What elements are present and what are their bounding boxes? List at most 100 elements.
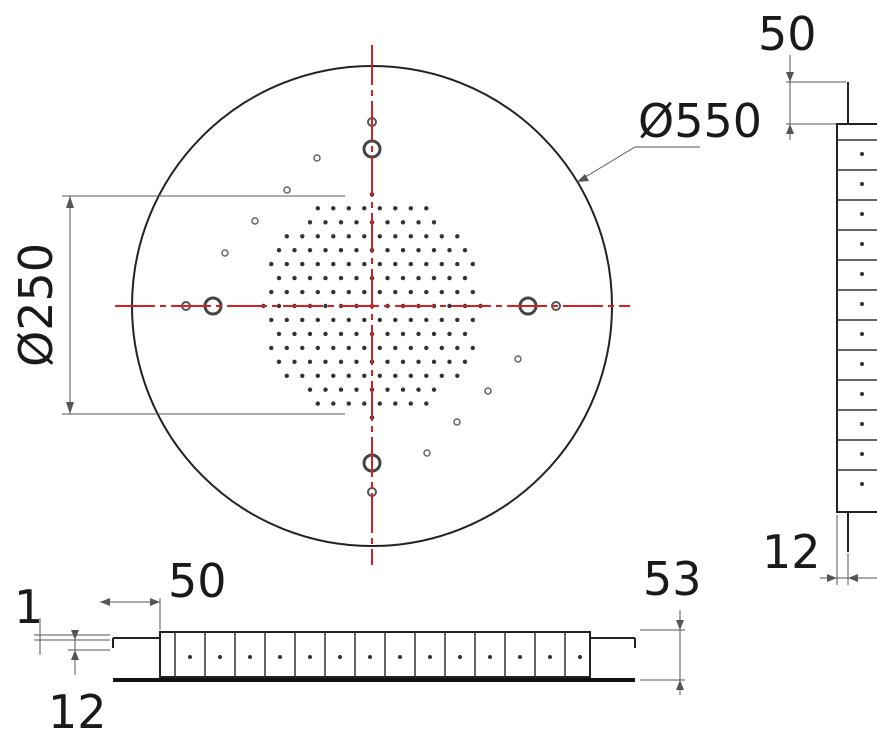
nozzle-dot	[269, 345, 274, 351]
nozzle-dot	[416, 275, 421, 281]
nozzle-dot	[439, 373, 444, 378]
nozzle-dot	[470, 345, 475, 351]
nozzle-dot	[431, 331, 437, 337]
nozzle-dot	[323, 275, 328, 281]
nozzle-dot	[284, 345, 289, 351]
nozzle-dot	[408, 289, 413, 295]
side-top-offset-label: 50	[758, 7, 817, 61]
bottom-left-offset-label: 50	[168, 554, 227, 608]
nozzle-dot	[331, 373, 336, 378]
side-segment-dot	[860, 302, 864, 306]
nozzle-dot	[354, 331, 359, 337]
nozzle-dot	[284, 317, 289, 323]
nozzle-dot	[307, 248, 313, 253]
nozzle-dot	[447, 359, 452, 364]
nozzle-dot	[346, 206, 351, 211]
side-segment-dot	[860, 182, 864, 186]
nozzle-dot	[362, 206, 367, 211]
nozzle-dot	[470, 317, 475, 323]
bottom-segment-dot	[458, 655, 462, 659]
nozzle-dot	[393, 317, 398, 323]
outer-diameter-dimension: Ø550	[576, 94, 762, 183]
small-hole	[484, 387, 492, 395]
bottom-segment-dot	[278, 655, 282, 659]
nozzle-dot	[354, 387, 359, 392]
outer-diameter-label: Ø550	[638, 94, 762, 148]
side-segment-dot	[860, 362, 864, 366]
nozzle-dot	[377, 373, 382, 378]
side-segment-dot	[860, 422, 864, 426]
nozzle-dot	[416, 248, 421, 253]
nozzle-dot	[362, 401, 367, 406]
nozzle-dot	[431, 248, 437, 253]
nozzle-dot	[292, 248, 297, 253]
nozzle-dot	[362, 373, 367, 378]
nozzle-dot	[354, 220, 359, 225]
bottom-segment-dot	[488, 655, 492, 659]
nozzle-dot	[362, 289, 367, 295]
bottom-segment-dot	[398, 655, 402, 659]
bottom-total-height-label: 53	[643, 552, 702, 606]
nozzle-dot	[408, 345, 413, 351]
nozzle-dot	[307, 387, 313, 392]
nozzle-dot	[354, 248, 359, 253]
nozzle-dot	[276, 303, 282, 309]
side-segment-dot	[860, 392, 864, 396]
side-segment-dot	[860, 482, 864, 486]
nozzle-dot	[323, 331, 328, 337]
nozzle-dot	[323, 359, 328, 364]
top-view: Ø250 Ø550	[9, 45, 762, 565]
nozzle-dot	[346, 289, 351, 295]
nozzle-dot	[315, 345, 320, 351]
nozzle-dot	[447, 275, 452, 281]
side-segments	[837, 139, 877, 486]
nozzle-dot	[292, 275, 297, 281]
nozzle-dot	[276, 359, 282, 364]
nozzle-dot	[400, 275, 406, 281]
bottom-segment-dot	[578, 655, 582, 659]
nozzle-dot	[307, 331, 313, 337]
bottom-segment-dot	[308, 655, 312, 659]
nozzle-dot	[315, 234, 320, 239]
nozzle-dot	[362, 261, 367, 267]
small-hole	[221, 249, 229, 257]
nozzle-dot	[300, 261, 305, 267]
nozzle-dot	[284, 261, 289, 267]
small-hole	[283, 186, 291, 194]
nozzle-dot	[393, 373, 398, 378]
nozzle-dot	[362, 345, 367, 351]
nozzle-dot	[346, 373, 351, 378]
nozzle-dot	[315, 261, 320, 267]
small-hole	[453, 418, 461, 426]
nozzle-dot	[385, 220, 390, 225]
nozzle-dot	[416, 387, 421, 392]
nozzle-dot	[377, 289, 382, 295]
nozzle-dot	[439, 289, 444, 295]
nozzle-dot	[431, 387, 437, 392]
nozzle-dot	[416, 220, 421, 225]
nozzle-dot	[284, 373, 289, 378]
nozzle-dot	[400, 359, 406, 364]
bottom-segment-dot	[338, 655, 342, 659]
nozzle-dot	[424, 317, 429, 323]
nozzle-dot	[323, 220, 328, 225]
nozzle-dot	[300, 317, 305, 323]
bottom-thin-gap-label: 1	[14, 580, 43, 634]
side-bottom-offset-label: 12	[762, 525, 821, 579]
nozzle-dot	[385, 387, 390, 392]
nozzle-dot	[377, 261, 382, 267]
nozzle-pattern	[261, 192, 483, 420]
nozzle-dot	[431, 275, 437, 281]
side-body	[836, 123, 877, 513]
nozzle-dot	[424, 261, 429, 267]
nozzle-dot	[393, 345, 398, 351]
nozzle-dot	[269, 317, 274, 323]
nozzle-dot	[362, 317, 367, 323]
nozzle-dot	[346, 401, 351, 406]
nozzle-dot	[424, 373, 429, 378]
nozzle-dot	[408, 373, 413, 378]
nozzle-dot	[331, 289, 336, 295]
nozzle-dot	[393, 261, 398, 267]
bottom-segment-dot	[428, 655, 432, 659]
nozzle-dot	[338, 248, 344, 253]
